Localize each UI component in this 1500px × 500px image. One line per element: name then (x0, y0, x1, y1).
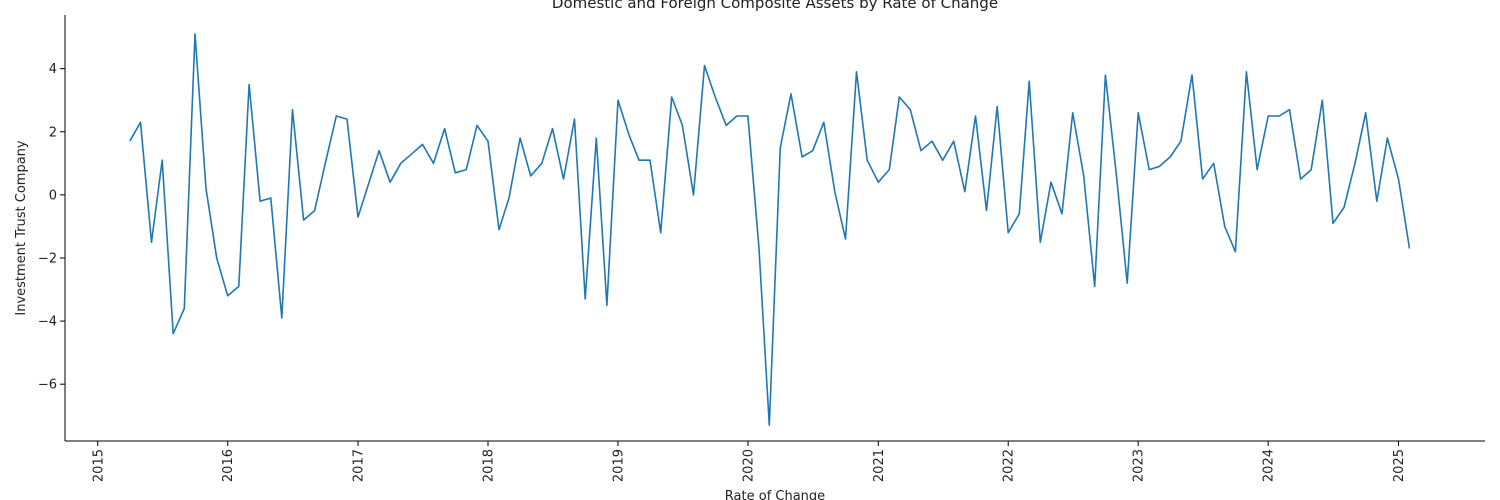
x-tick-label: 2021 (872, 449, 887, 482)
y-tick-label: −2 (38, 251, 57, 266)
x-axis-title: Rate of Change (725, 489, 825, 500)
y-tick-label: −6 (38, 378, 57, 393)
y-axis-ticks: −6 −4 −2 0 2 4 (38, 62, 65, 393)
x-tick-label: 2016 (221, 449, 236, 482)
y-tick-label: 0 (49, 188, 57, 203)
y-axis-title: Investment Trust Company (14, 140, 29, 316)
x-tick-label: 2018 (482, 449, 497, 482)
x-axis-ticks: 2015 2016 2017 2018 2019 2020 2021 2022 2023 2024… (91, 441, 1407, 482)
x-tick-label: 2025 (1392, 449, 1407, 482)
chart-title: Domestic and Foreign Composite Assets by… (552, 0, 998, 12)
x-tick-label: 2015 (91, 449, 106, 482)
x-tick-label: 2023 (1132, 449, 1147, 482)
x-tick-label: 2022 (1002, 449, 1017, 482)
x-tick-label: 2024 (1262, 449, 1277, 482)
x-tick-label: 2017 (352, 449, 367, 482)
y-tick-label: 2 (49, 125, 57, 140)
series-line (129, 33, 1411, 426)
x-tick-label: 2019 (611, 449, 626, 482)
y-tick-label: −4 (38, 315, 57, 330)
y-tick-label: 4 (49, 62, 57, 77)
x-tick-label: 2020 (741, 449, 756, 482)
